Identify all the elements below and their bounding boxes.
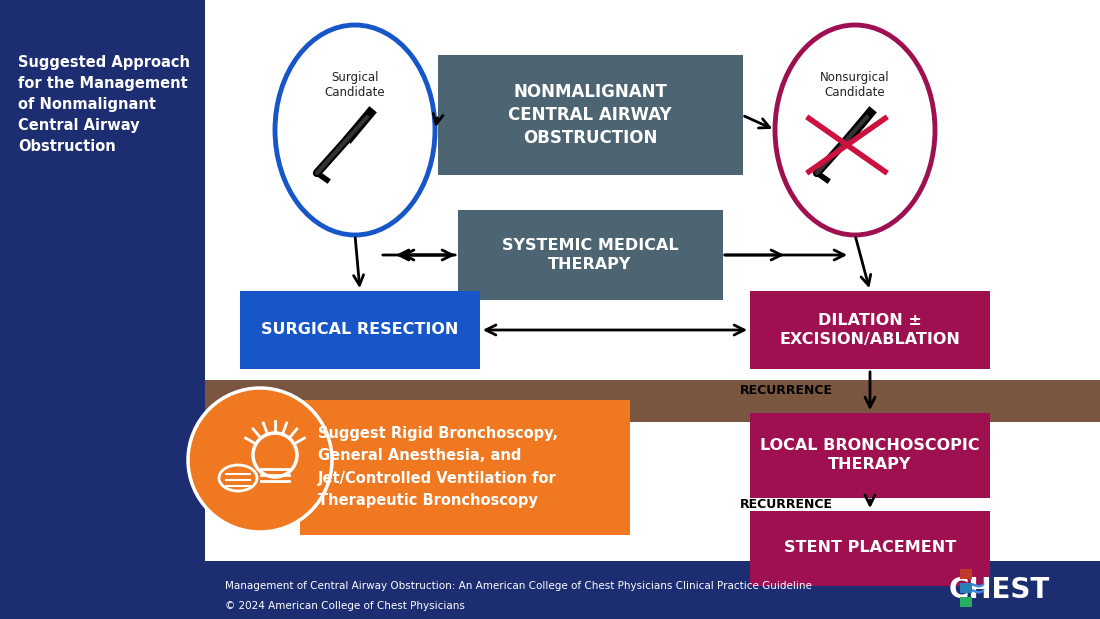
- Text: STENT PLACEMENT: STENT PLACEMENT: [784, 540, 956, 555]
- Text: NONMALIGNANT
CENTRAL AIRWAY
OBSTRUCTION: NONMALIGNANT CENTRAL AIRWAY OBSTRUCTION: [508, 83, 672, 147]
- Text: Surgical
Candidate: Surgical Candidate: [324, 71, 385, 100]
- Text: RECURRENCE: RECURRENCE: [740, 498, 833, 511]
- FancyBboxPatch shape: [458, 210, 723, 300]
- Bar: [0, 561, 1100, 619]
- Text: SYSTEMIC MEDICAL
THERAPY: SYSTEMIC MEDICAL THERAPY: [502, 238, 679, 272]
- FancyBboxPatch shape: [240, 291, 480, 369]
- Text: SURGICAL RESECTION: SURGICAL RESECTION: [262, 322, 459, 337]
- Circle shape: [188, 388, 332, 532]
- FancyBboxPatch shape: [300, 400, 630, 535]
- Text: RECURRENCE: RECURRENCE: [740, 384, 833, 397]
- Ellipse shape: [776, 25, 935, 235]
- Text: Suggest Rigid Bronchoscopy,
General Anesthesia, and
Jet/Controlled Ventilation f: Suggest Rigid Bronchoscopy, General Anes…: [318, 426, 558, 508]
- Bar: [960, 583, 972, 593]
- Bar: [0, 0, 205, 619]
- Text: ≈: ≈: [962, 576, 988, 605]
- Text: © 2024 American College of Chest Physicians: © 2024 American College of Chest Physici…: [226, 601, 465, 611]
- Text: Suggested Approach
for the Management
of Nonmalignant
Central Airway
Obstruction: Suggested Approach for the Management of…: [18, 55, 190, 154]
- Text: CHEST: CHEST: [948, 576, 1050, 604]
- FancyBboxPatch shape: [750, 412, 990, 498]
- Text: Nonsurgical
Candidate: Nonsurgical Candidate: [821, 71, 890, 100]
- Ellipse shape: [275, 25, 434, 235]
- FancyBboxPatch shape: [750, 291, 990, 369]
- Text: Management of Central Airway Obstruction: An American College of Chest Physician: Management of Central Airway Obstruction…: [226, 581, 812, 591]
- Text: LOCAL BRONCHOSCOPIC
THERAPY: LOCAL BRONCHOSCOPIC THERAPY: [760, 438, 980, 472]
- Bar: [960, 597, 972, 607]
- Bar: [205, 380, 1100, 422]
- Bar: [960, 569, 972, 579]
- FancyBboxPatch shape: [750, 511, 990, 586]
- Text: DILATION ±
EXCISION/ABLATION: DILATION ± EXCISION/ABLATION: [780, 313, 960, 347]
- FancyBboxPatch shape: [438, 55, 742, 175]
